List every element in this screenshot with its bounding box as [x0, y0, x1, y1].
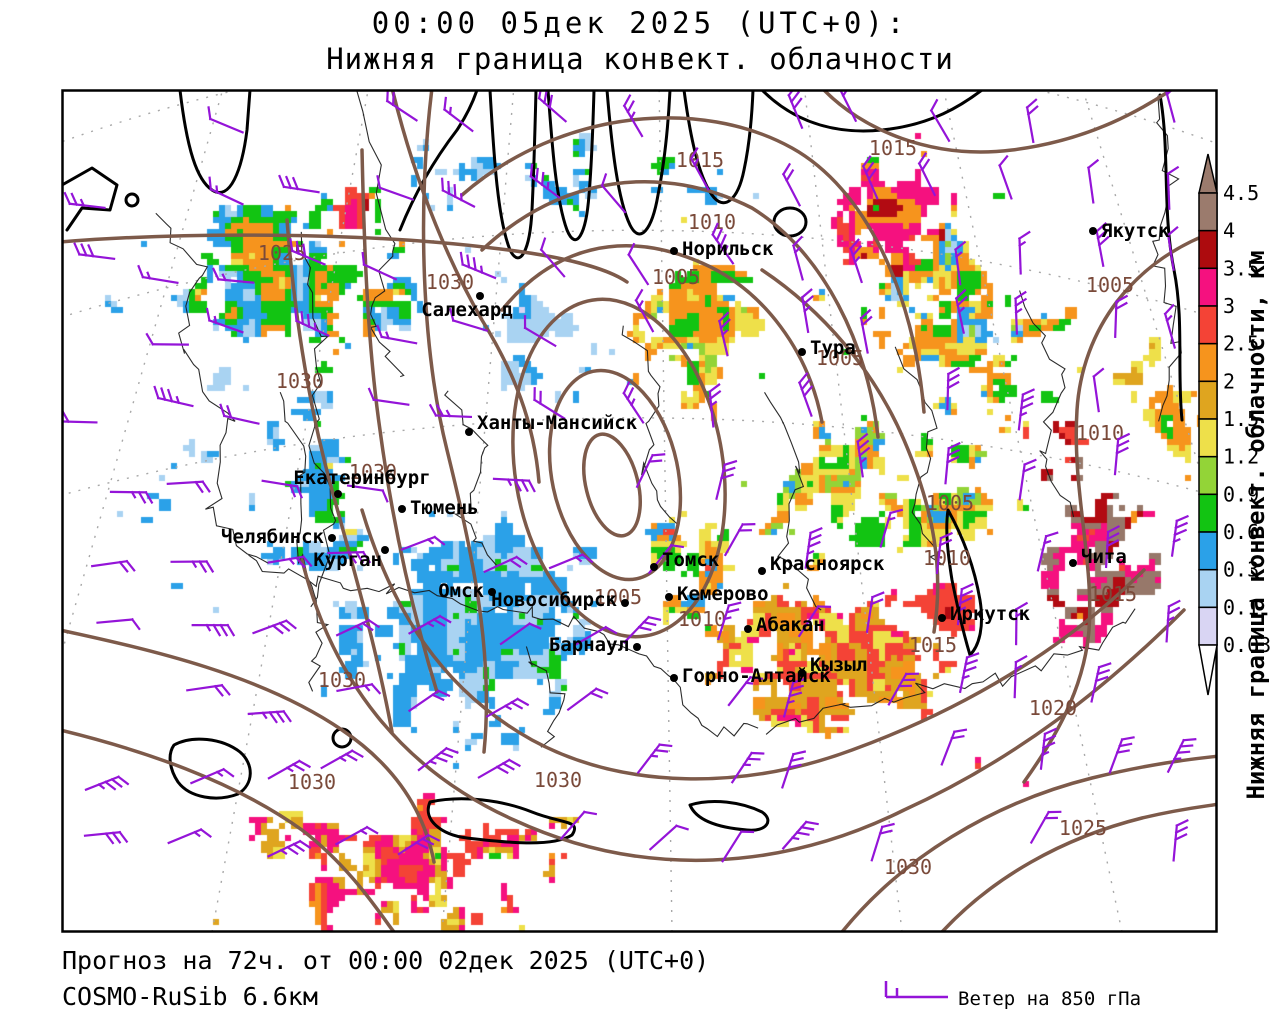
- wind-legend-barb-icon: [884, 981, 948, 999]
- colorbar-tick-label: 0.9: [1223, 482, 1259, 506]
- colorbar-tick-label: 3: [1223, 294, 1235, 318]
- cloud-field-canvas: [63, 91, 1216, 931]
- wind-legend-barb: [884, 981, 948, 999]
- colorbar-tick-label: 1.2: [1223, 445, 1259, 469]
- colorbar-tick-label: 2.5: [1223, 332, 1259, 356]
- colorbar-tick-label: 0.6: [1223, 520, 1259, 544]
- colorbar-tick-label: 2: [1223, 369, 1235, 393]
- title-parameter: Нижняя граница конвект. облачности: [326, 42, 954, 76]
- colorbar-tick-label: 1.5: [1223, 407, 1259, 431]
- colorbar-tick-label: 4.5: [1223, 181, 1259, 205]
- colorbar-tick-label: 0.1: [1223, 595, 1259, 619]
- title-datetime: 00:00 05дек 2025 (UTC+0):: [371, 6, 909, 40]
- colorbar-axis-title: Нижняя граница конвект. облачности, км: [1242, 250, 1270, 799]
- colorbar-tick-label: 3.5: [1223, 256, 1259, 280]
- model-caption: COSMO-RuSib 6.6км: [62, 982, 318, 1011]
- colorbar-tick-label: 0.03: [1223, 633, 1271, 657]
- wind-legend-label: Ветер на 850 гПа: [958, 988, 1142, 1010]
- forecast-caption: Прогноз на 72ч. от 00:00 02дек 2025 (UTC…: [62, 946, 710, 975]
- colorbar-tick-label: 0.3: [1223, 558, 1259, 582]
- colorbar-tick-label: 4: [1223, 219, 1235, 243]
